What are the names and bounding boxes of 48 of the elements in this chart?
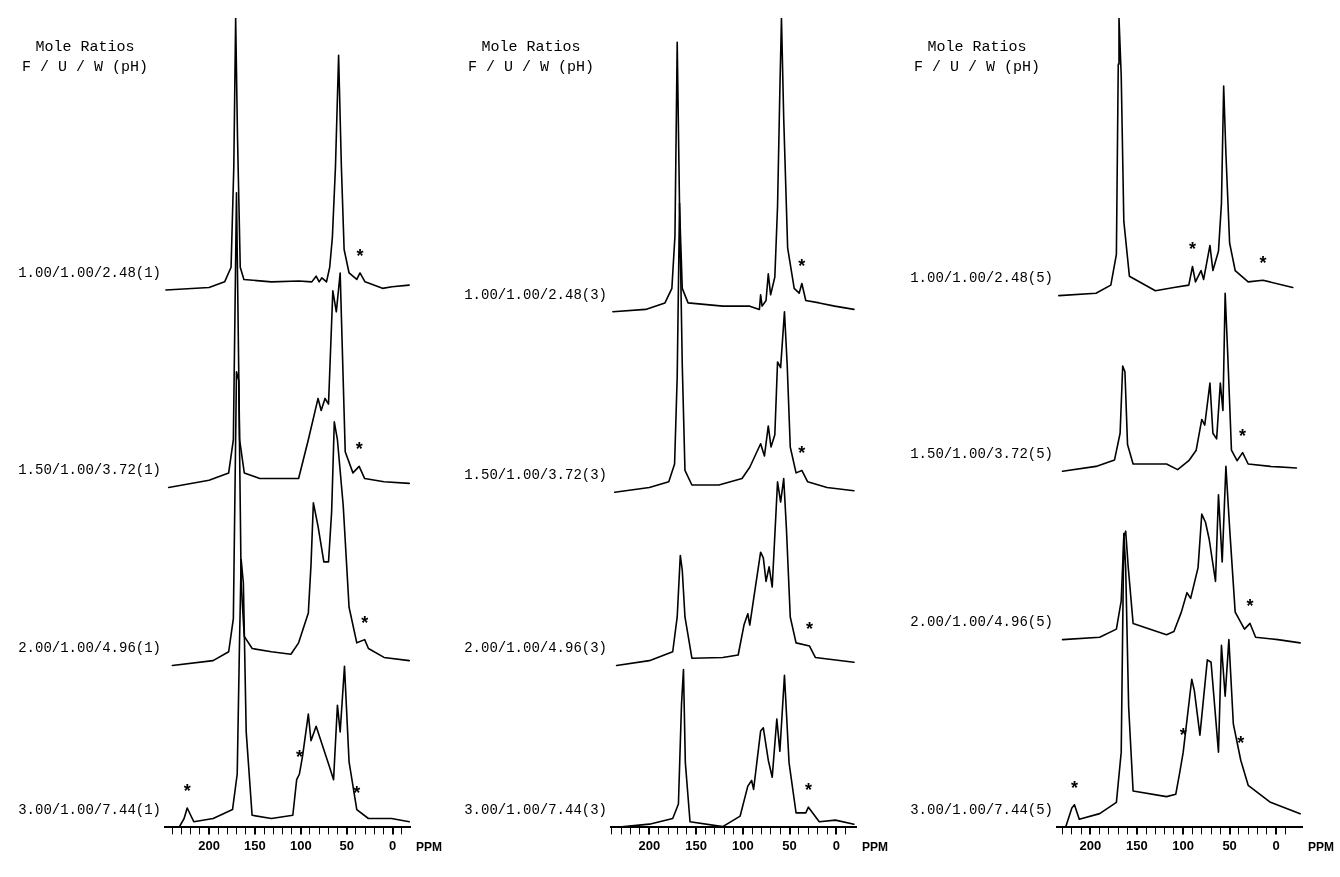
series-label: 2.00/1.00/4.96(1) [18,640,161,657]
annotation: * [356,245,364,266]
x-tick-label: 100 [289,837,312,853]
x-tick-label: 50 [1222,837,1237,853]
series-label: 3.00/1.00/7.44(5) [910,802,1053,819]
series-label: 1.50/1.00/3.72(1) [18,462,161,479]
x-tick-label: 0 [832,837,840,853]
x-tick-label: 50 [339,837,354,853]
legend-title: Mole Ratios F / U / W (pH) [21,39,149,77]
series-label: 1.00/1.00/2.48(3) [464,286,607,303]
series-label: 1.00/1.00/2.48(5) [910,270,1053,287]
series-label: 3.00/1.00/7.44(3) [464,802,607,819]
annotation: * [806,619,814,640]
annotation: * [355,439,363,460]
series-label: 1.50/1.00/3.72(5) [910,445,1053,462]
annotation: * [183,780,191,801]
annotation: * [1070,777,1078,798]
annotation: * [804,780,812,801]
x-tick-label: 200 [1079,837,1102,853]
annotation: * [798,443,806,464]
series-label: 3.00/1.00/7.44(1) [18,802,161,819]
x-axis-title: PPM [1308,839,1335,854]
x-tick-label: 200 [638,837,661,853]
annotation: * [361,612,369,633]
x-tick-label: 150 [685,837,707,853]
x-tick-label: 50 [782,837,797,853]
series-label: 1.50/1.00/3.72(3) [464,467,607,484]
x-tick-label: 150 [244,837,266,853]
x-axis-title: PPM [862,839,889,854]
annotation: * [1259,253,1267,274]
x-tick-label: 100 [1172,837,1195,853]
x-tick-label: 150 [1125,837,1148,853]
x-tick-label: 200 [198,837,220,853]
legend-title: Mole Ratios F / U / W (pH) [467,39,595,77]
annotation: * [798,256,806,277]
annotation: * [1246,596,1254,617]
legend-title: Mole Ratios F / U / W (pH) [913,39,1041,77]
series-label: 1.00/1.00/2.48(1) [18,264,161,281]
annotation: * [1188,239,1196,260]
x-tick-label: 0 [388,837,397,853]
annotation: * [353,782,361,803]
series-label: 2.00/1.00/4.96(5) [910,614,1053,631]
x-axis-title: PPM [416,839,443,854]
annotation: * [1237,733,1245,754]
x-tick-label: 0 [1272,837,1280,853]
series-label: 2.00/1.00/4.96(3) [464,640,607,657]
annotation: * [1239,425,1247,446]
x-tick-label: 100 [732,837,754,853]
